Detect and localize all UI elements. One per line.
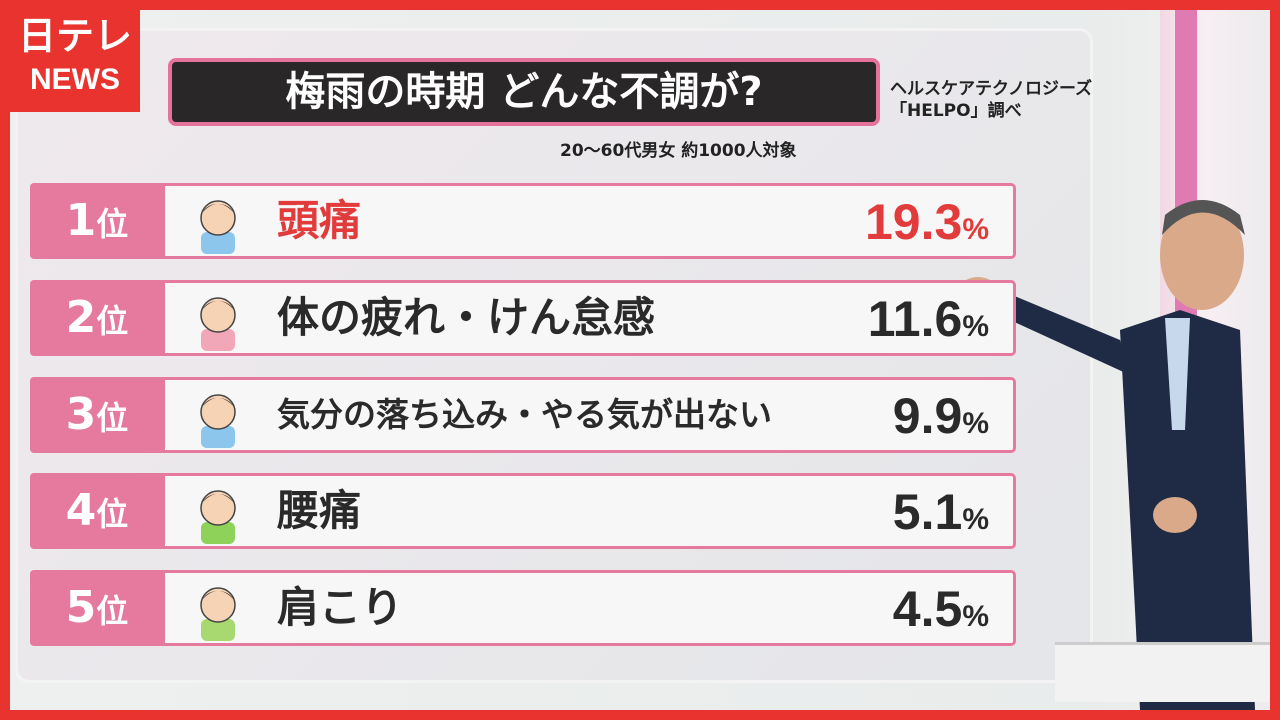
rank-badge: 4位 bbox=[30, 473, 164, 549]
percent-sign: % bbox=[962, 310, 989, 343]
rank-suffix: 位 bbox=[96, 302, 129, 340]
ranking-row: 5位 肩こり 4.5% bbox=[30, 570, 1016, 646]
headache-person-icon bbox=[200, 200, 236, 254]
symptom-label: 気分の落ち込み・やる気が出ない bbox=[277, 395, 772, 434]
percent-sign: % bbox=[962, 503, 989, 536]
percentage: 4.5% bbox=[893, 573, 989, 653]
rank-number: 4 bbox=[65, 485, 97, 536]
depressed-person-icon bbox=[200, 394, 236, 448]
rank-badge: 5位 bbox=[30, 570, 164, 646]
ranking-row: 3位 気分の落ち込み・やる気が出ない 9.9% bbox=[30, 377, 1016, 453]
rank-number: 1 bbox=[65, 195, 97, 246]
percentage-value: 9.9 bbox=[892, 388, 963, 444]
ranking-row: 2位 体の疲れ・けん怠感 11.6% bbox=[30, 280, 1016, 356]
ranking-box: 気分の落ち込み・やる気が出ない 9.9% bbox=[162, 377, 1016, 453]
percentage-value: 11.6 bbox=[867, 291, 963, 347]
source-line2: 「HELPO」調べ bbox=[890, 101, 1022, 121]
rank-badge: 1位 bbox=[30, 183, 164, 259]
presenter bbox=[956, 200, 1255, 710]
percent-sign: % bbox=[962, 407, 989, 440]
ranking-box: 肩こり 4.5% bbox=[162, 570, 1016, 646]
rank-suffix: 位 bbox=[96, 399, 129, 437]
logo-line1: 日テレ bbox=[17, 14, 132, 58]
rank-badge: 2位 bbox=[30, 280, 164, 356]
ranking-box: 体の疲れ・けん怠感 11.6% bbox=[162, 280, 1016, 356]
rank-number: 2 bbox=[65, 292, 97, 343]
ranking-row: 1位 頭痛 19.3% bbox=[30, 183, 1016, 259]
percentage: 9.9% bbox=[893, 380, 989, 460]
rank-number: 3 bbox=[65, 389, 97, 440]
rank-badge: 3位 bbox=[30, 377, 164, 453]
symptom-label: 頭痛 bbox=[277, 196, 362, 245]
survey-subtitle: 20～60代男女 約1000人対象 bbox=[560, 141, 797, 161]
backache-person-icon bbox=[200, 490, 236, 544]
symptom-label: 体の疲れ・けん怠感 bbox=[277, 293, 656, 342]
ranking-box: 腰痛 5.1% bbox=[162, 473, 1016, 549]
rank-number: 5 bbox=[65, 582, 97, 633]
ntv-news-logo: 日テレ NEWS bbox=[10, 10, 140, 112]
percentage-value: 4.5 bbox=[892, 581, 963, 637]
tired-person-icon bbox=[200, 297, 236, 351]
percentage: 19.3% bbox=[865, 186, 989, 266]
percent-sign: % bbox=[962, 600, 989, 633]
percentage-value: 19.3 bbox=[864, 194, 963, 250]
ranking-box: 頭痛 19.3% bbox=[162, 183, 1016, 259]
board-title: 梅雨の時期 どんな不調が? bbox=[168, 58, 880, 126]
percentage-value: 5.1 bbox=[892, 484, 963, 540]
symptom-label: 肩こり bbox=[277, 583, 404, 632]
desk bbox=[1055, 642, 1270, 702]
logo-line2: NEWS bbox=[30, 63, 120, 96]
rank-suffix: 位 bbox=[96, 205, 129, 243]
percent-sign: % bbox=[962, 213, 989, 246]
rank-suffix: 位 bbox=[96, 495, 129, 533]
stiff-shoulder-person-icon bbox=[200, 587, 236, 641]
survey-source: ヘルスケアテクノロジーズ 「HELPO」調べ bbox=[890, 78, 1092, 122]
symptom-label: 腰痛 bbox=[277, 486, 362, 535]
ranking-row: 4位 腰痛 5.1% bbox=[30, 473, 1016, 549]
source-line1: ヘルスケアテクノロジーズ bbox=[890, 79, 1093, 99]
percentage: 5.1% bbox=[893, 476, 989, 556]
rank-suffix: 位 bbox=[96, 592, 129, 630]
percentage: 11.6% bbox=[868, 283, 989, 363]
